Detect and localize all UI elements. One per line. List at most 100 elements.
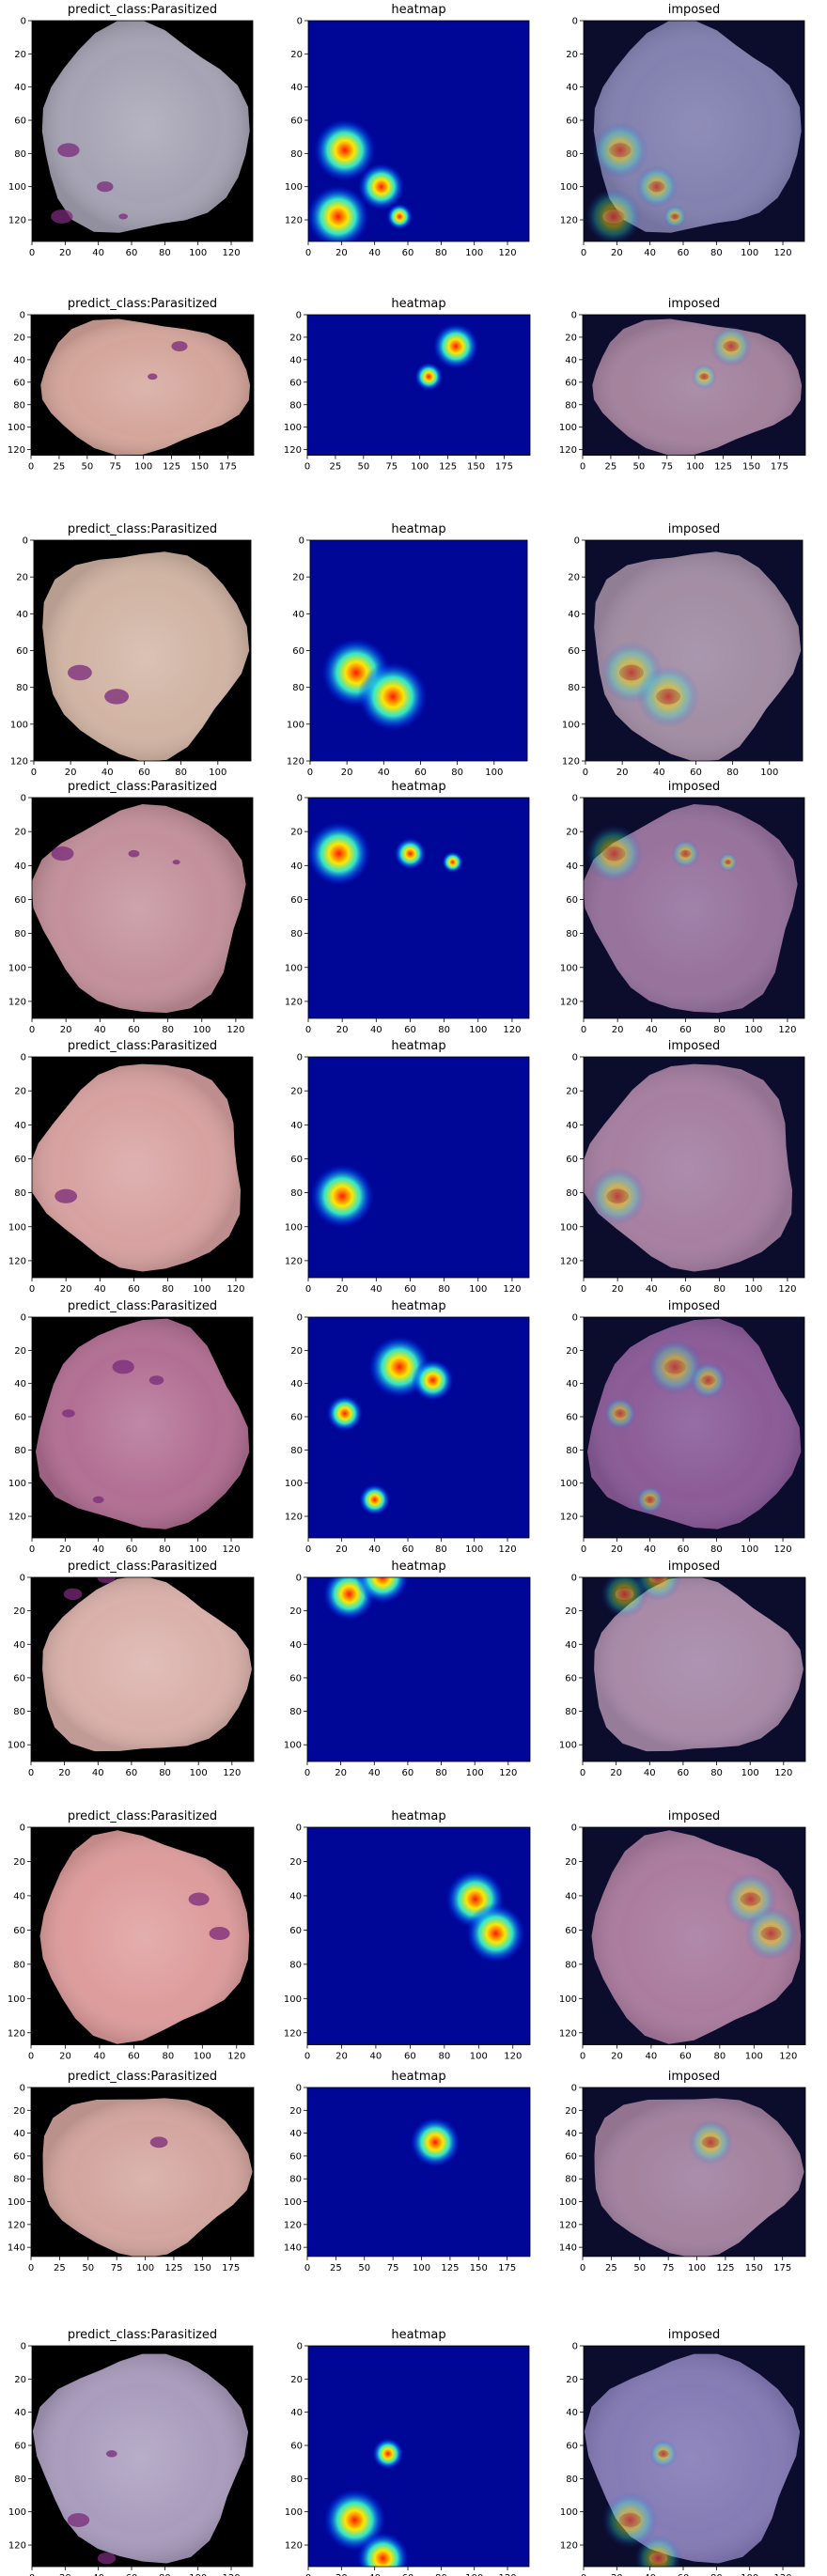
y-tick-label: 0 (296, 2084, 302, 2094)
x-tick-label: 40 (92, 248, 104, 258)
heat-spot (635, 1485, 664, 1514)
heat-spot (356, 2531, 410, 2567)
y-tick-label: 60 (290, 116, 303, 127)
parasite-stain (148, 1375, 164, 1386)
y-tick-label: 40 (16, 610, 28, 620)
heat-spot (585, 188, 642, 241)
x-tick-label: 20 (59, 2052, 71, 2062)
y-tick-label: 120 (559, 2220, 577, 2230)
panel-title: predict_class:Parasitized (68, 2070, 217, 2084)
y-tick-label: 20 (292, 573, 304, 583)
heat-spot (371, 2437, 404, 2470)
panel-heatmap: heatmap 0 20 40 60 80 100 120 0 20 40 60 80 100 120 (284, 1809, 531, 2062)
x-tick-label: 25 (330, 462, 342, 473)
x-tick-label: 40 (644, 1768, 656, 1778)
y-tick-label: 20 (566, 50, 578, 60)
y-tick-label: 60 (568, 646, 580, 657)
panel-imposed: imposed 0 20 40 60 80 100 120 0 20 40 60 80 100 120 (560, 780, 805, 1035)
y-tick-label: 60 (290, 895, 303, 906)
y-tick-label: 100 (8, 963, 26, 973)
y-tick-label: 100 (8, 182, 26, 193)
x-tick-label: 0 (304, 2263, 310, 2273)
y-tick-label: 80 (14, 1446, 26, 1456)
x-tick-label: 40 (370, 1025, 382, 1035)
y-tick-label: 100 (284, 423, 302, 433)
x-tick-label: 80 (175, 768, 187, 778)
y-tick-label: 40 (289, 355, 302, 365)
axes-frame (582, 1826, 806, 2045)
y-tick-label: 0 (21, 17, 26, 27)
panel-imposed: imposed 0 20 40 60 80 100 120 0 20 40 60 80 100 120 (560, 1039, 805, 1295)
x-tick-label: 0 (304, 2052, 310, 2062)
y-tick-label: 40 (14, 861, 26, 872)
y-tick-label: 80 (565, 1960, 577, 1970)
panel-title: heatmap (391, 780, 445, 794)
y-tick-label: 120 (8, 445, 25, 456)
cell-shading (40, 318, 251, 456)
parasite-stain (188, 1892, 210, 1906)
y-tick-label: 60 (14, 1155, 26, 1165)
x-tick-label: 80 (710, 1768, 723, 1778)
x-tick-label: 20 (336, 1284, 349, 1295)
x-tick-label: 40 (94, 2052, 106, 2062)
y-tick-label: 40 (13, 355, 25, 365)
cell-shading (594, 2098, 804, 2257)
y-tick-label: 80 (290, 929, 303, 939)
panel-cell-image: predict_class:Parasitized 0 20 40 60 80 100 120… (8, 1560, 255, 1778)
x-tick-label: 120 (226, 1025, 244, 1035)
panel-title: imposed (668, 1039, 721, 1053)
x-tick-label: 0 (28, 1768, 34, 1778)
y-tick-label: 80 (13, 1707, 25, 1717)
y-tick-label: 120 (285, 216, 303, 226)
heat-spot (326, 1394, 364, 1433)
panel-imposed: imposed 0 20 40 60 80 100 120 0 20 40 60 80 100 120 (560, 1299, 805, 1555)
heat-spot (308, 820, 372, 887)
heat-spot (647, 1339, 703, 1395)
y-tick-label: 120 (284, 2028, 302, 2039)
y-tick-label: 0 (20, 1574, 25, 1584)
axes-frame (306, 2087, 531, 2258)
x-tick-label: 175 (771, 462, 788, 473)
panel-cell-image: predict_class:Parasitized 0 20 40 60 80 100 120… (8, 1299, 254, 1555)
x-tick-label: 80 (438, 1284, 450, 1295)
heat-spot (585, 825, 643, 883)
x-tick-label: 100 (194, 2052, 211, 2062)
panel-heatmap: heatmap 0 25 50 75 100 125 150 175 0 20 40 60 80 100 12… (284, 297, 531, 473)
y-tick-label: 20 (13, 2106, 25, 2117)
y-tick-label: 80 (13, 2175, 25, 2185)
figure-row: predict_class:Parasitized 0 20 40 60 80 100 120… (8, 1299, 805, 1555)
parasite-stain (63, 1588, 83, 1601)
x-tick-label: 175 (495, 462, 513, 473)
axes-frame (582, 2087, 806, 2258)
panel-cell-image: predict_class:Parasitized 0 20 40 60 80 100 120… (8, 1039, 254, 1295)
x-tick-label: 120 (774, 1768, 792, 1778)
x-tick-label: 100 (465, 1544, 483, 1555)
y-tick-label: 60 (566, 1413, 578, 1423)
x-tick-label: 0 (580, 2052, 585, 2062)
x-tick-label: 25 (54, 462, 66, 473)
x-tick-label: 60 (126, 248, 138, 258)
x-tick-label: 0 (305, 1284, 311, 1295)
y-tick-label: 0 (572, 2342, 578, 2352)
y-tick-label: 120 (287, 757, 304, 768)
cell-shading (32, 2353, 249, 2564)
heat-spot (634, 1577, 682, 1601)
y-tick-label: 80 (292, 683, 304, 693)
x-tick-label: 20 (612, 1284, 624, 1295)
x-tick-label: 80 (159, 2573, 171, 2576)
y-tick-label: 100 (285, 182, 303, 193)
y-tick-label: 120 (285, 2541, 303, 2552)
heat-spot (308, 184, 370, 241)
x-tick-label: 75 (387, 2263, 399, 2273)
x-tick-label: 0 (29, 1284, 35, 1295)
x-tick-label: 150 (742, 462, 760, 473)
axes-frame (31, 1316, 254, 1539)
y-tick-label: 0 (20, 311, 25, 321)
x-tick-label: 20 (611, 248, 623, 258)
x-tick-label: 0 (581, 1544, 586, 1555)
panel-title: heatmap (391, 1299, 445, 1313)
x-tick-label: 0 (29, 2573, 35, 2576)
x-tick-label: 50 (357, 462, 369, 473)
panel-imposed: imposed 0 20 40 60 80 100 120 0 20 40 60 80 100 120 (560, 3, 805, 258)
y-tick-label: 40 (566, 1379, 578, 1389)
